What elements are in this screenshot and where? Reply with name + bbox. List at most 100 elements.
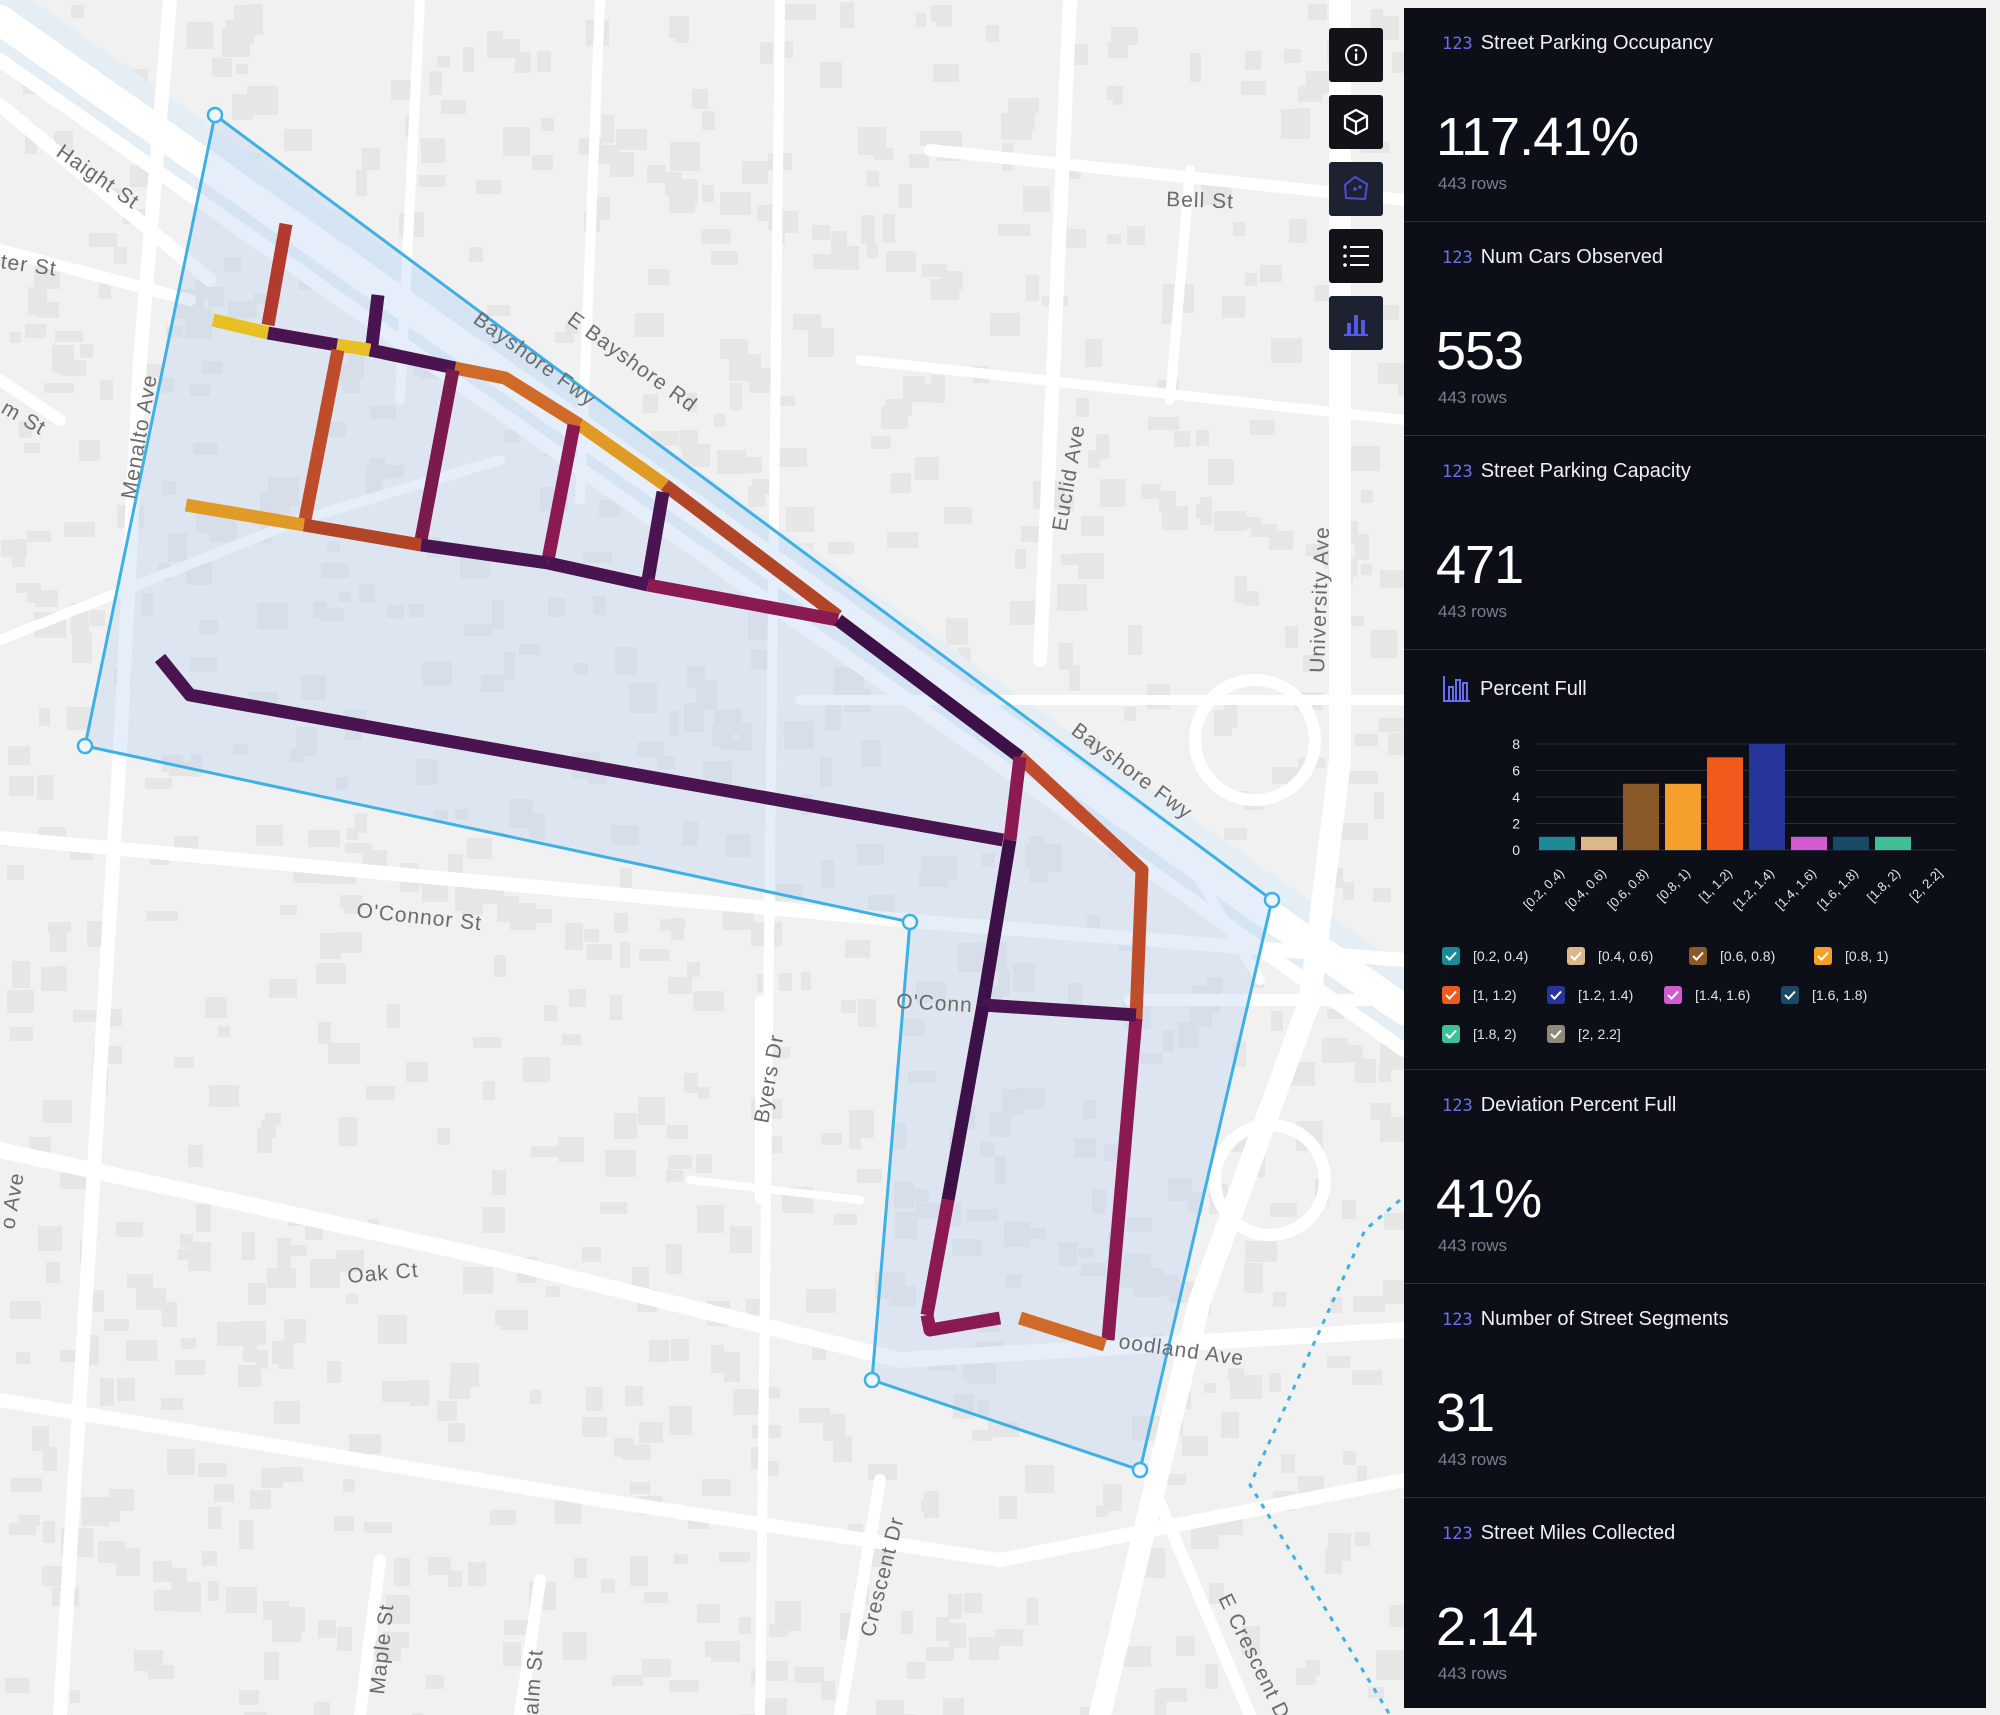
legend-item[interactable]: [2, 2.2] <box>1547 1025 1621 1043</box>
histogram-bar[interactable] <box>1665 783 1701 851</box>
widget-deviation-percent-full[interactable]: 123 Deviation Percent Full 41% 443 rows <box>1404 1070 1986 1284</box>
widget-value: 31 <box>1436 1383 1495 1443</box>
street-segments[interactable] <box>154 222 1149 1352</box>
x-tick-label: [1.8, 2) <box>1864 866 1903 905</box>
x-tick-label: [1.4, 1.6) <box>1772 866 1819 913</box>
histogram-bar[interactable] <box>1749 744 1785 850</box>
street-label-palm: alm St <box>520 1648 548 1715</box>
legend-label: [0.8, 1) <box>1845 948 1889 964</box>
widget-value: 471 <box>1436 535 1524 595</box>
legend-label: [0.6, 0.8) <box>1720 948 1776 964</box>
list-icon <box>1343 245 1369 267</box>
y-tick-label: 8 <box>1512 736 1520 752</box>
legend-item[interactable]: [0.4, 0.6) <box>1567 947 1653 965</box>
legend-item[interactable]: [0.8, 1) <box>1814 947 1889 965</box>
legend-item[interactable]: [1.8, 2) <box>1442 1025 1517 1043</box>
y-tick-label: 4 <box>1512 789 1520 805</box>
info-button[interactable] <box>1329 28 1383 82</box>
legend-label: [1.4, 1.6) <box>1695 987 1751 1003</box>
street-label-university: University Ave <box>1306 526 1334 673</box>
3d-view-button[interactable] <box>1329 95 1383 149</box>
legend-item[interactable]: [1, 1.2) <box>1442 986 1517 1004</box>
widgets-button[interactable] <box>1329 296 1383 350</box>
numeric-type-icon: 123 <box>1442 462 1473 482</box>
y-tick-label: 0 <box>1512 842 1520 858</box>
widget-number-of-street-segments[interactable]: 123 Number of Street Segments 31 443 rows <box>1404 1284 1986 1498</box>
widget-street-parking-capacity[interactable]: 123 Street Parking Capacity 471 443 rows <box>1404 436 1986 650</box>
legend-item[interactable]: [1.2, 1.4) <box>1547 986 1633 1004</box>
widget-title: Percent Full <box>1442 674 1587 702</box>
widget-percent-full[interactable]: Percent Full 0 2 4 6 8 [0.2, 0.4) [0.4, 0.6) [0… <box>1404 650 1986 1070</box>
legend-label: [1.2, 1.4) <box>1578 987 1634 1003</box>
widget-street-miles-collected[interactable]: 123 Street Miles Collected 2.14 443 rows <box>1404 1498 1986 1708</box>
widget-title: 123 Number of Street Segments <box>1442 1308 1729 1330</box>
cube-icon <box>1343 108 1369 136</box>
building-footprints <box>0 2 1404 1715</box>
widget-value: 553 <box>1436 321 1524 381</box>
widget-title: 123 Street Parking Occupancy <box>1442 32 1714 54</box>
map-canvas[interactable]: Haight St ter St m St Menalto Ave Baysho… <box>0 0 1404 1715</box>
legend-item[interactable]: [1.4, 1.6) <box>1664 986 1750 1004</box>
checkbox-check-icon[interactable] <box>1567 947 1585 965</box>
x-tick-label: [0.2, 0.4) <box>1520 866 1567 913</box>
legend-label: [2, 2.2] <box>1578 1026 1621 1042</box>
histogram-bar[interactable] <box>1791 836 1827 851</box>
widget-row-count: 443 rows <box>1438 602 1507 621</box>
widget-num-cars-observed[interactable]: 123 Num Cars Observed 553 443 rows <box>1404 222 1986 436</box>
histogram-bar[interactable] <box>1623 783 1659 851</box>
numeric-type-icon: 123 <box>1442 1524 1473 1544</box>
bar-chart-icon <box>1344 315 1368 336</box>
checkbox-check-icon[interactable] <box>1547 986 1565 1004</box>
checkbox-check-icon[interactable] <box>1442 1025 1460 1043</box>
checkbox-check-icon[interactable] <box>1547 1025 1565 1043</box>
widget-street-parking-occupancy[interactable]: 123 Street Parking Occupancy 117.41% 443 … <box>1404 8 1986 222</box>
widget-row-count: 443 rows <box>1438 1450 1507 1469</box>
checkbox-check-icon[interactable] <box>1781 986 1799 1004</box>
checkbox-check-icon[interactable] <box>1689 947 1707 965</box>
widget-row-count: 443 rows <box>1438 388 1507 407</box>
histogram-bar[interactable] <box>1539 836 1575 851</box>
region-boundary-line <box>1248 1198 1401 1715</box>
widget-title: 123 Street Parking Capacity <box>1442 460 1691 482</box>
street-label-bell: Bell St <box>1166 188 1234 213</box>
widget-row-count: 443 rows <box>1438 1236 1507 1255</box>
histogram-bar[interactable] <box>1833 836 1869 851</box>
polygon-vertex-handles[interactable] <box>76 106 1281 1479</box>
street-label-oconnor-2: O'Conn <box>896 990 974 1017</box>
legend-label: [1, 1.2) <box>1473 987 1517 1003</box>
x-tick-label: [1.2, 1.4) <box>1730 866 1777 913</box>
numeric-type-icon: 123 <box>1442 34 1473 54</box>
x-tick-label: [0.6, 0.8) <box>1604 866 1651 913</box>
x-tick-label: [1, 1.2) <box>1696 866 1735 905</box>
checkbox-check-icon[interactable] <box>1814 947 1832 965</box>
widget-title: 123 Num Cars Observed <box>1442 246 1663 268</box>
legend-label: [1.6, 1.8) <box>1812 987 1868 1003</box>
checkbox-check-icon[interactable] <box>1664 986 1682 1004</box>
widget-value: 2.14 <box>1436 1597 1538 1657</box>
checkbox-check-icon[interactable] <box>1442 986 1460 1004</box>
histogram-bar[interactable] <box>1707 757 1743 851</box>
widget-title: 123 Deviation Percent Full <box>1442 1094 1677 1116</box>
widget-title: 123 Street Miles Collected <box>1442 1522 1676 1544</box>
polygon-select-icon <box>1343 175 1369 201</box>
polygon-select-button[interactable] <box>1329 162 1383 216</box>
x-tick-label: [0.4, 0.6) <box>1562 866 1609 913</box>
widget-row-count: 443 rows <box>1438 1664 1507 1683</box>
x-tick-label: [2, 2.2] <box>1906 866 1945 905</box>
legend-item[interactable]: [0.6, 0.8) <box>1689 947 1775 965</box>
checkbox-check-icon[interactable] <box>1442 947 1460 965</box>
widget-panel: 123 Street Parking Occupancy 117.41% 443 … <box>1404 8 1986 1708</box>
legend-item[interactable]: [0.2, 0.4) <box>1442 947 1528 965</box>
x-tick-label: [1.6, 1.8) <box>1814 866 1861 913</box>
legend-item[interactable]: [1.6, 1.8) <box>1781 986 1867 1004</box>
layer-list-button[interactable] <box>1329 229 1383 283</box>
percent-full-histogram[interactable]: 0 2 4 6 8 [0.2, 0.4)[0.4, 0.6)[0.6, 0.8) [0.8,… <box>1404 650 1986 950</box>
map-view[interactable]: Haight St ter St m St Menalto Ave Baysho… <box>0 0 1404 1715</box>
info-icon <box>1345 44 1367 66</box>
legend-label: [1.8, 2) <box>1473 1026 1517 1042</box>
histogram-bar[interactable] <box>1581 836 1617 851</box>
map-toolbar <box>1329 28 1383 363</box>
y-tick-label: 6 <box>1512 763 1520 779</box>
numeric-type-icon: 123 <box>1442 248 1473 268</box>
histogram-bar[interactable] <box>1875 836 1911 851</box>
